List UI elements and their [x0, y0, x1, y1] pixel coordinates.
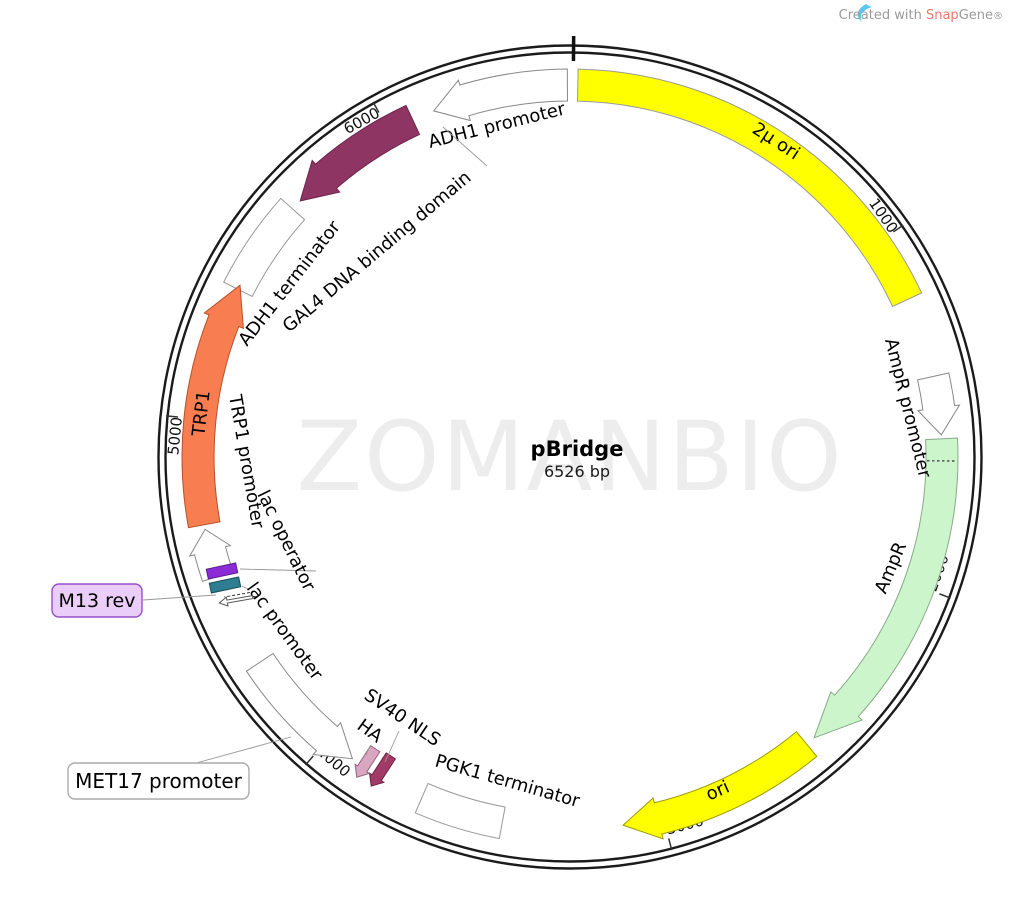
- snapgene-credit: Created with SnapGene®: [839, 4, 1003, 23]
- credit-text: Created with SnapGene®: [839, 8, 1003, 23]
- feature-lac-promoter[interactable]: [208, 576, 242, 594]
- feature-gal4-dbd[interactable]: [299, 104, 421, 202]
- tick-mark-2000: [939, 593, 951, 599]
- feature-ampr[interactable]: [813, 437, 959, 739]
- feature-m13-rev-primer[interactable]: [218, 591, 254, 607]
- feature-sv40-nls[interactable]: [364, 751, 398, 790]
- tick-mark-1000: [892, 224, 904, 233]
- watermark: ZOMANBIO: [296, 401, 843, 513]
- boxed-label-met17-promoter[interactable]: [67, 762, 250, 800]
- boxed-label-text-m13-rev[interactable]: M13 rev: [59, 590, 136, 612]
- credit-brand-gray: Gene: [959, 8, 993, 23]
- snapgene-flame-icon: [857, 4, 872, 22]
- credit-registered: ®: [993, 11, 1003, 22]
- plasmid-size: 6526 bp: [544, 462, 610, 481]
- feature-adh1-promoter[interactable]: [432, 68, 569, 122]
- feature-adh1-terminator[interactable]: [223, 197, 306, 298]
- primer-arrow-shape: [218, 594, 254, 607]
- leader-m13-rev: [142, 594, 217, 601]
- credit-prefix: Created with: [839, 8, 926, 23]
- boxed-label-text-met17-promoter[interactable]: MET17 promoter: [75, 769, 242, 793]
- backbone-inner-circle: [164, 51, 976, 863]
- plasmid-name: pBridge: [531, 437, 624, 461]
- tick-mark-5000: [166, 415, 179, 418]
- feature-2u-ori[interactable]: [576, 68, 923, 308]
- feature-trp1[interactable]: [181, 284, 244, 529]
- plasmid-title-block: pBridge 6526 bp: [531, 437, 624, 481]
- backbone-outer-circle: [157, 44, 983, 870]
- tick-label-5000: 5000: [164, 416, 186, 456]
- feature-label-ha[interactable]: HA: [353, 715, 387, 748]
- feature-ori[interactable]: [622, 730, 818, 840]
- tick-mark-6000: [372, 101, 380, 113]
- leader-sv40-nls: [384, 730, 400, 763]
- leader-gal4-dbd: [442, 126, 488, 167]
- leader-met17-promoter: [195, 736, 292, 764]
- leader-lac-promoter: [241, 585, 249, 590]
- feature-met17-promoter-arc[interactable]: [245, 652, 354, 760]
- primer-dashed-line: [224, 591, 250, 598]
- credit-brand-red: Snap: [926, 8, 959, 23]
- tick-mark-4000: [304, 755, 314, 766]
- tick-mark-3000: [667, 838, 673, 851]
- boxed-label-m13-rev[interactable]: [51, 583, 143, 618]
- feature-lac-operator[interactable]: [205, 562, 239, 580]
- leader-lac-operator: [239, 568, 317, 572]
- leader-ha: [365, 745, 371, 756]
- feature-ampr-promoter[interactable]: [916, 372, 961, 436]
- feature-pgk1-terminator[interactable]: [414, 782, 506, 840]
